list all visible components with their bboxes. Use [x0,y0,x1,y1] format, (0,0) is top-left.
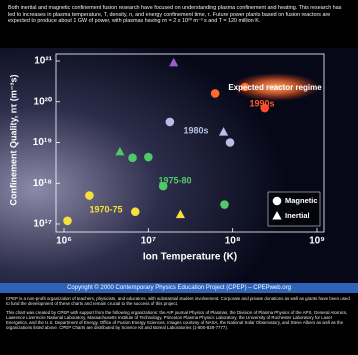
legend-marker [272,211,282,220]
legend-marker [272,196,282,206]
y-tick-label: 10²¹ [34,56,52,67]
triangle-point [175,209,185,219]
footer-paragraph: CPEP is a non-profit organization of tea… [6,296,350,307]
circle-point [130,207,140,217]
circle-point [165,117,175,127]
era-label: 1980s [183,125,208,135]
legend-label: Inertial [285,211,310,220]
intro-text: Both inertial and magnetic confinement f… [8,5,342,25]
copyright-bar: Copyright © 2000 Contemporary Physics Ed… [0,283,358,293]
circle-point [144,152,153,162]
era-label: Expected reactor regime [228,83,322,92]
triangle-point [218,127,229,136]
circle-point [225,138,235,147]
x-tick-label: 10⁹ [309,236,325,247]
circle-point [240,82,250,92]
footer: CPEP is a non-profit organization of tea… [6,296,352,334]
y-tick-label: 10¹⁹ [33,137,52,148]
circle-point [260,103,270,113]
triangle-point [115,146,125,156]
circle-point [128,153,137,163]
circle-point [158,181,168,191]
y-tick-label: 10¹⁷ [33,219,52,230]
x-tick-label: 10⁷ [141,236,156,247]
y-axis-label: Confinement Quality, nτ (m⁻³s) [8,74,18,205]
circle-point [210,89,220,98]
x-tick-label: 10⁶ [56,236,72,247]
legend-label: Magnetic [285,196,318,205]
era-label: 1970-75 [89,204,122,214]
footer-paragraph: This chart was created by CPEP with supp… [6,309,348,331]
x-axis-label: Ion Temperature (K) [143,252,237,263]
triangle-point [169,57,179,67]
y-tick-label: 10¹⁸ [33,178,52,189]
y-tick-label: 10²⁰ [34,96,52,107]
circle-point [85,191,94,200]
circle-point [220,200,229,209]
plot-frame [55,53,325,233]
circle-point [63,216,72,226]
era-label: 1975-80 [158,175,191,185]
chart: Confinement Quality, nτ (m⁻³s) Ion Tempe… [0,48,358,283]
era-label: 1990s [249,98,274,108]
reactor-glow [232,73,320,101]
x-tick-label: 10⁸ [225,236,241,247]
